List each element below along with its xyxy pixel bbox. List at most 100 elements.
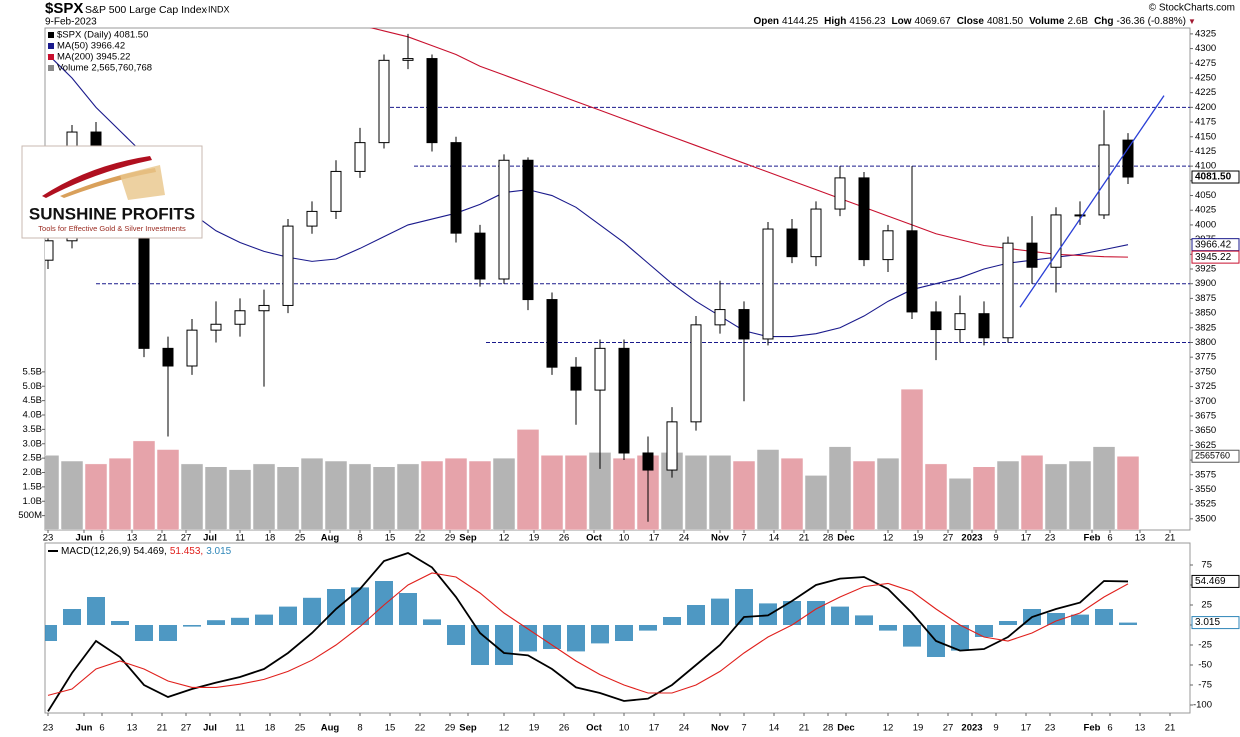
volume-bar (108, 457, 132, 530)
x-tick-label: Dec (837, 723, 854, 734)
x-tick-label: 7 (741, 533, 746, 544)
x-tick-label: Nov (711, 533, 730, 544)
trend-line (1019, 95, 1165, 308)
quote-value: 2.6B (1067, 16, 1088, 27)
legend-entry: MA(200) 3945.22 (57, 52, 130, 63)
x-tick-label: 19 (913, 533, 924, 544)
histogram-bar (159, 625, 177, 641)
volume-bar (876, 457, 900, 530)
histogram-bar (543, 625, 561, 649)
candle-body (978, 313, 990, 339)
x-tick-label: Sep (459, 533, 477, 544)
volume-tick-label: 4.0B (22, 410, 42, 421)
legend-entry: MACD(12,26,9) (61, 546, 130, 557)
volume-tick-label: 1.0B (22, 496, 42, 507)
histogram-bar (663, 617, 681, 625)
value-box (1191, 250, 1240, 264)
y-tick-label: 3800 (1195, 337, 1216, 348)
volume-bar (156, 449, 180, 530)
legend-entry: MA(50) 3966.42 (57, 41, 125, 52)
y-tick-label: 4175 (1195, 117, 1216, 128)
volume-tick-label: 4.5B (22, 395, 42, 406)
quote-label: Open (753, 16, 779, 27)
histogram-bar (303, 597, 321, 625)
volume-tick-label: 5.0B (22, 381, 42, 392)
x-tick-label: 18 (265, 533, 276, 544)
x-tick-label: 17 (1021, 533, 1032, 544)
volume-bar (204, 466, 228, 530)
volume-bar (132, 440, 156, 530)
exchange: ·INDX (205, 4, 230, 14)
volume-bar (492, 457, 516, 530)
value-box-label: 3945.22 (1195, 252, 1232, 263)
logo-swoosh (42, 156, 152, 198)
candle-body (282, 225, 294, 306)
volume-bar (45, 455, 60, 530)
volume-bar (420, 460, 444, 530)
x-tick-label: 6 (99, 723, 104, 734)
candle-body (642, 452, 654, 471)
volume-bar (444, 457, 468, 530)
volume-bar (60, 460, 84, 530)
legend-entry: 3.015 (206, 546, 231, 557)
y-tick-label: 3625 (1195, 440, 1216, 451)
x-tick-label: 2023 (961, 533, 982, 544)
candle-body (570, 366, 582, 391)
volume-box-label: 2565760 (1195, 451, 1230, 461)
volume-bar (924, 463, 948, 530)
quote-line: Open 4144.25 High 4156.23 Low 4069.67 Close 408… (753, 16, 1186, 27)
candle-body (858, 177, 870, 261)
x-tick-label: 28 (823, 723, 834, 734)
candle-body (714, 309, 726, 326)
y-tick-label: 3650 (1195, 425, 1216, 436)
candle-body (162, 347, 174, 367)
volume-bar (900, 388, 924, 530)
x-tick-label: 27 (181, 723, 192, 734)
x-tick-label: 19 (529, 533, 540, 544)
x-tick-label: 23 (1045, 533, 1056, 544)
histogram-bar (975, 625, 993, 637)
histogram-bar (855, 615, 873, 625)
x-tick-label: 9 (993, 533, 998, 544)
y-tick-label: 3575 (1195, 469, 1216, 480)
value-box-label: 4081.50 (1195, 172, 1232, 183)
x-tick-label: 27 (943, 533, 954, 544)
x-tick-label: 29 (445, 533, 456, 544)
x-tick-label: 26 (559, 533, 570, 544)
x-tick-label: Dec (837, 533, 854, 544)
volume-tick-label: 3.0B (22, 438, 42, 449)
volume-bar (1116, 455, 1140, 530)
volume-bar (252, 463, 276, 530)
volume-tick-label: 2.0B (22, 467, 42, 478)
candle-body (186, 329, 198, 367)
x-tick-label: 8 (357, 533, 362, 544)
volume-bar (228, 469, 252, 530)
x-tick-label: 22 (415, 723, 426, 734)
x-tick-label: 11 (235, 723, 245, 734)
price-panel (44, 27, 1191, 531)
x-tick-label: 9 (993, 723, 998, 734)
candle-body (234, 310, 246, 325)
volume-bar (684, 455, 708, 530)
candle-body (522, 159, 534, 301)
histogram-bar (879, 625, 897, 631)
histogram-bar (759, 603, 777, 625)
histogram-bar (135, 625, 153, 641)
x-tick-label: 12 (883, 533, 894, 544)
x-tick-label: Oct (586, 723, 603, 734)
x-tick-label: 6 (1107, 533, 1112, 544)
histogram-bar (45, 625, 57, 641)
y-tick-label: -50 (1198, 660, 1212, 671)
change-arrow: ▼ (1188, 17, 1196, 26)
histogram-bar (255, 614, 273, 625)
x-tick-label: 23 (43, 723, 54, 734)
x-tick-label: 21 (1165, 723, 1176, 734)
volume-bar (852, 460, 876, 530)
quote-value: 4069.67 (915, 16, 952, 27)
x-tick-label: 12 (499, 723, 510, 734)
legend-entry: 54.469, (133, 546, 166, 557)
volume-tick-label: 1.5B (22, 481, 42, 492)
candle-body (306, 210, 318, 227)
quote-value: 4156.23 (849, 16, 886, 27)
candle-body (954, 313, 966, 331)
